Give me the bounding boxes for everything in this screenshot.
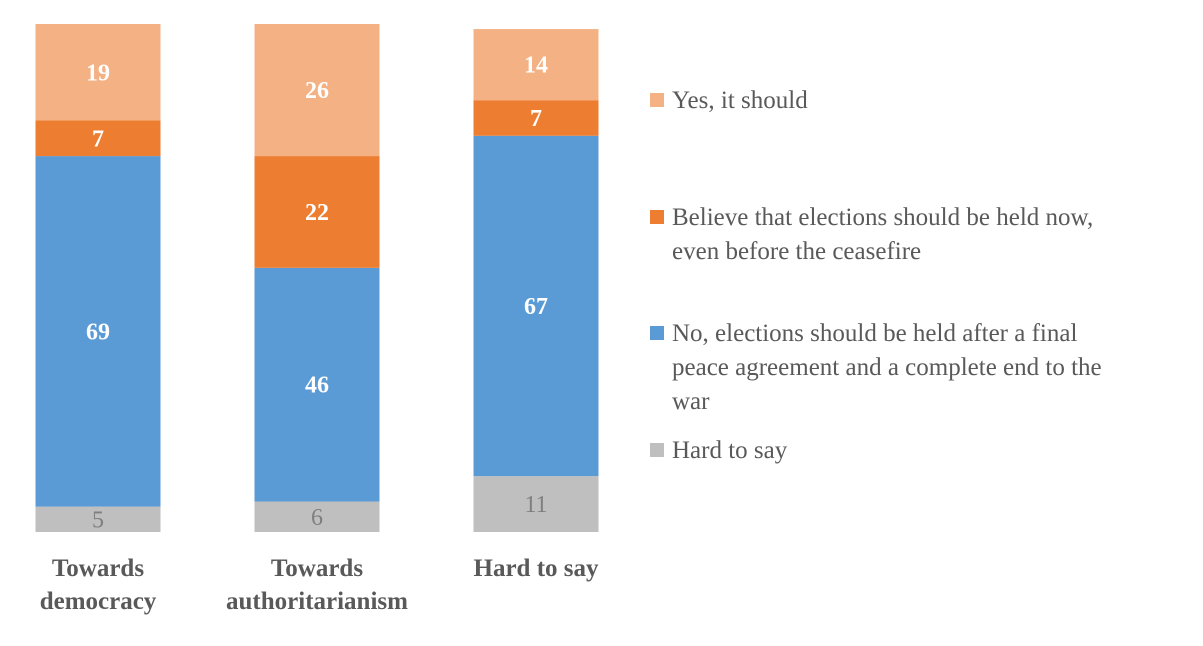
legend: Yes, it should Believe that elections sho… <box>650 87 1102 464</box>
legend-swatch <box>650 93 664 107</box>
legend-label: Hard to say <box>672 437 788 464</box>
legend-label: war <box>672 388 710 415</box>
legend-label: peace agreement and a complete end to th… <box>672 354 1102 381</box>
bar-segment <box>473 100 599 136</box>
data-label: 6 <box>311 505 323 531</box>
data-label: 69 <box>86 319 110 345</box>
bar-segment <box>473 29 599 101</box>
category-label: authoritarianism <box>226 588 408 615</box>
data-label: 46 <box>305 373 329 399</box>
bar-segment <box>35 506 161 532</box>
category-label: Towards <box>52 555 144 582</box>
bars-group: 5 69 7 19 6 46 22 26 11 67 7 14 <box>35 24 599 533</box>
data-label: 7 <box>92 126 104 152</box>
bar-segment <box>254 24 380 157</box>
bar-segment <box>35 120 161 157</box>
legend-swatch <box>650 326 664 340</box>
bar-segment <box>35 24 161 121</box>
legend-swatch <box>650 210 664 224</box>
bar-segment <box>35 156 161 507</box>
category-label: Towards <box>271 555 363 582</box>
legend-swatch <box>650 443 664 457</box>
data-label: 7 <box>530 106 542 132</box>
data-label: 5 <box>92 507 104 533</box>
bar-segment <box>254 501 380 532</box>
data-label: 14 <box>524 53 548 79</box>
bar-segment <box>254 267 380 502</box>
legend-label: No, elections should be held after a fin… <box>672 320 1077 347</box>
category-label: democracy <box>40 588 157 615</box>
bar-segment <box>254 156 380 268</box>
legend-label: Yes, it should <box>672 87 808 114</box>
data-label: 67 <box>524 294 548 320</box>
bar-segment <box>473 135 599 477</box>
category-labels-group: Towards democracy Towards authoritarianism H… <box>40 555 599 615</box>
bar-segment <box>473 476 599 532</box>
data-label: 11 <box>524 492 547 518</box>
category-label: Hard to say <box>474 555 600 582</box>
data-label: 26 <box>305 78 329 104</box>
data-label: 19 <box>86 60 110 86</box>
legend-label: even before the ceasefire <box>672 238 921 265</box>
legend-label: Believe that elections should be held no… <box>672 204 1093 231</box>
data-label: 22 <box>305 200 329 226</box>
